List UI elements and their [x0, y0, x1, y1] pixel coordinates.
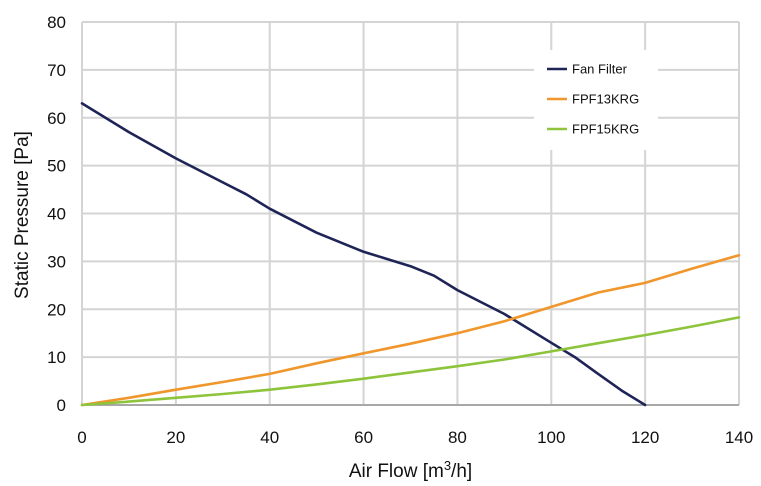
x-tick-label: 20	[166, 428, 185, 447]
legend: Fan Filter FPF13KRG FPF15KRG	[534, 50, 658, 150]
y-tick-label: 0	[57, 396, 66, 415]
series-line-fan-filter	[80, 102, 647, 407]
y-tick-labels: 0 10 20 30 40 50 60 70 80	[47, 13, 66, 415]
y-tick-label: 60	[47, 109, 66, 128]
y-tick-label: 50	[47, 157, 66, 176]
x-tick-label: 100	[537, 428, 565, 447]
x-axis-title-suffix: /h]	[451, 461, 472, 482]
y-axis-title: Static Pressure [Pa]	[12, 131, 33, 299]
x-tick-label: 40	[260, 428, 279, 447]
y-tick-label: 30	[47, 252, 66, 271]
x-tick-label: 120	[631, 428, 659, 447]
x-axis-title: Air Flow [m3/h]	[349, 458, 472, 482]
y-tick-label: 40	[47, 205, 66, 224]
x-axis-title-sup: 3	[444, 458, 451, 473]
legend-label: FPF13KRG	[572, 92, 639, 107]
x-tick-label: 0	[77, 428, 86, 447]
grid	[81, 21, 740, 406]
x-axis-title-main: Air Flow [m	[349, 461, 444, 482]
x-tick-label: 60	[354, 428, 373, 447]
series-lines	[80, 102, 741, 407]
legend-label: FPF15KRG	[572, 122, 639, 137]
x-tick-labels: 0 20 40 60 80 100 120 140	[77, 428, 753, 447]
series-line-fpf13krg	[80, 253, 741, 407]
legend-label: Fan Filter	[572, 62, 628, 77]
series-line-fpf15krg	[80, 316, 741, 407]
y-tick-label: 10	[47, 348, 66, 367]
y-tick-label: 70	[47, 61, 66, 80]
x-tick-label: 80	[448, 428, 467, 447]
x-tick-label: 140	[725, 428, 753, 447]
y-tick-label: 20	[47, 300, 66, 319]
y-tick-label: 80	[47, 13, 66, 32]
